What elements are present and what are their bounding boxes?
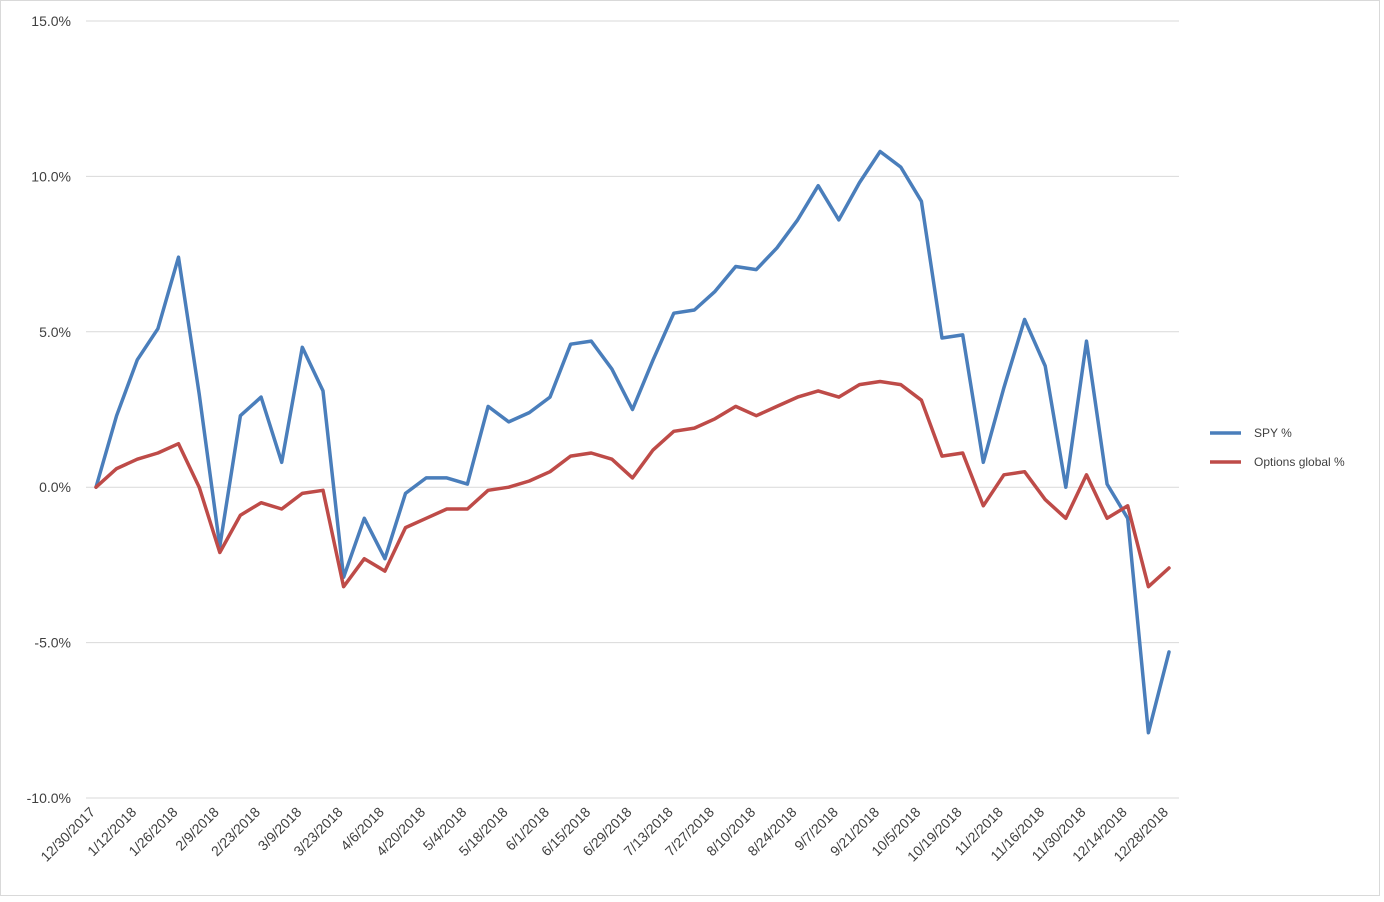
y-tick-label: 0.0% bbox=[39, 479, 71, 495]
y-tick-label: 5.0% bbox=[39, 324, 71, 340]
legend-label: SPY % bbox=[1254, 426, 1292, 440]
legend: SPY % Options global % bbox=[1210, 426, 1345, 469]
gridlines bbox=[86, 20, 1179, 799]
options-global-series-line bbox=[94, 379, 1171, 589]
y-tick-label: 15.0% bbox=[31, 13, 71, 29]
y-axis-tick-labels: 15.0% 10.0% 5.0% 0.0% -5.0% -10.0% bbox=[27, 13, 71, 806]
y-tick-label: 10.0% bbox=[31, 168, 71, 184]
y-tick-label: -10.0% bbox=[27, 790, 71, 806]
y-tick-label: -5.0% bbox=[34, 635, 71, 651]
x-axis-tick-labels: 12/30/20171/12/20181/26/20182/9/20182/23… bbox=[37, 804, 1171, 865]
legend-label: Options global % bbox=[1254, 455, 1345, 469]
series-lines bbox=[94, 149, 1171, 735]
x-tick-label: 12/30/2017 bbox=[37, 804, 98, 865]
spy-series-line bbox=[94, 149, 1171, 735]
